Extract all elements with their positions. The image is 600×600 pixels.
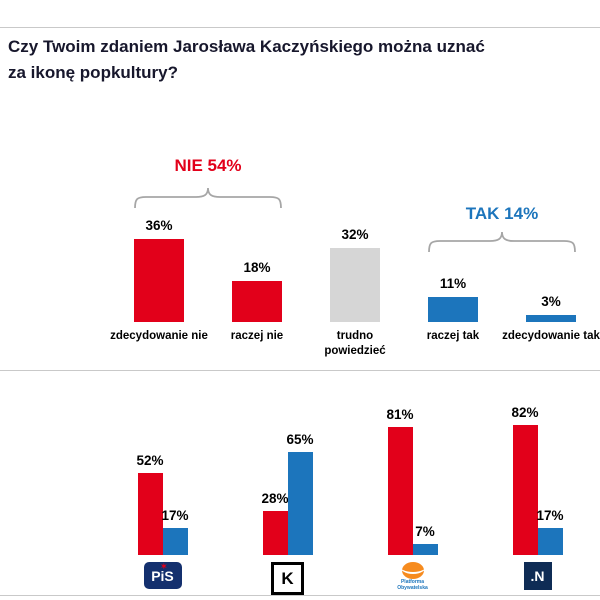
top-divider [0,27,600,28]
category-label: trudno powiedzieć [324,330,386,357]
answer-bar [330,248,380,322]
party-bar-nie [512,425,538,555]
party-logo-slot: Platforma Obywatelska [383,562,443,592]
bottom-divider [0,595,600,596]
answer-bar [526,315,576,322]
category-label: raczej tak [426,330,480,342]
bar-value-label: 81% [386,407,414,422]
party-bar-tak [287,452,313,555]
category-label: raczej nie [230,330,284,342]
bar-value-label: 18% [243,260,271,275]
answer-bar [428,297,478,322]
party-bar-tak [162,528,188,555]
party-logo-slot: .N [508,562,568,590]
party-chart: 52% 17% PiS ✶ 28% 65% K 81% 7% Platforma Obywatel… [100,400,600,600]
po-arc-icon [401,562,424,574]
bar-value-label: 36% [145,218,173,233]
middle-divider [0,370,600,371]
nowoczesna-logo: .N [523,562,552,590]
nie-total-label: NIE 54% [174,156,242,175]
party-bar-nie [262,511,288,555]
po-emblem-icon [401,562,424,579]
bar-value-label: 52% [136,453,164,468]
answers-chart: NIE 54% TAK 14% 36% zdecydowanie nie 18% ra… [110,150,600,366]
title-line-2: za ikonę popkultury? [8,62,179,82]
pis-logo-text: PiS [151,567,174,584]
bar-value-label: 28% [261,491,289,506]
kukiz-logo: K [271,562,304,595]
answer-bar [134,239,184,322]
category-label: zdecydowanie nie [110,330,208,342]
bar-value-label: 11% [439,276,467,291]
party-logo-slot: PiS ✶ [133,562,193,589]
po-logo-text: Platforma Obywatelska [397,579,428,591]
pis-star-icon: ✶ [160,562,168,571]
bar-value-label: 3% [541,294,561,309]
bar-value-label: 17% [161,508,189,523]
party-logo-slot: K [258,562,318,595]
bar-value-label: 7% [415,524,435,539]
bar-value-label: 17% [536,508,564,523]
party-bar-nie [137,473,163,555]
page-title: Czy Twoim zdaniem Jarosława Kaczyńskiego… [8,34,485,85]
category-label: zdecydowanie tak [502,330,600,342]
nie-bracket [134,187,282,209]
pis-logo: PiS ✶ [143,562,182,589]
party-bar-nie [387,427,413,555]
bar-value-label: 32% [341,227,369,242]
tak-bracket [428,231,576,253]
po-logo: Platforma Obywatelska [390,562,436,592]
bar-value-label: 65% [286,432,314,447]
party-bar-tak [412,544,438,555]
answer-bar [232,281,282,322]
tak-total-label: TAK 14% [465,204,539,223]
bar-value-label: 82% [511,405,539,420]
party-bar-tak [537,528,563,555]
title-line-1: Czy Twoim zdaniem Jarosława Kaczyńskiego… [8,37,485,56]
